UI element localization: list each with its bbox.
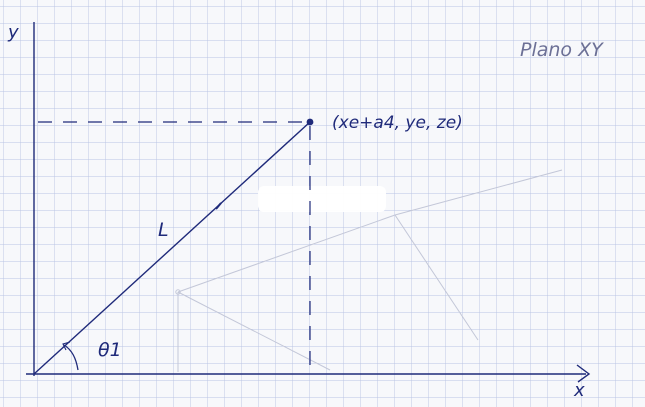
x-axis-label: x bbox=[573, 380, 585, 401]
y-axis-label: y bbox=[7, 22, 19, 43]
link-l-segment bbox=[33, 121, 311, 375]
guide-lines bbox=[38, 121, 311, 372]
axes bbox=[26, 22, 591, 383]
link-length-label: L bbox=[158, 219, 169, 241]
correction-patch bbox=[258, 186, 386, 212]
end-point-label: (xe+a4, ye, ze) bbox=[332, 113, 463, 133]
link-tick-mark bbox=[215, 202, 222, 210]
faint-pencil-sketch bbox=[175, 169, 563, 372]
end-effector-point bbox=[306, 118, 314, 126]
angle-label: θ1 bbox=[98, 339, 122, 361]
x-axis-arrowhead bbox=[576, 364, 591, 383]
angle-arc bbox=[63, 344, 79, 371]
plane-title: Plano XY bbox=[520, 39, 604, 61]
angle-arc-arrowhead bbox=[62, 341, 71, 351]
